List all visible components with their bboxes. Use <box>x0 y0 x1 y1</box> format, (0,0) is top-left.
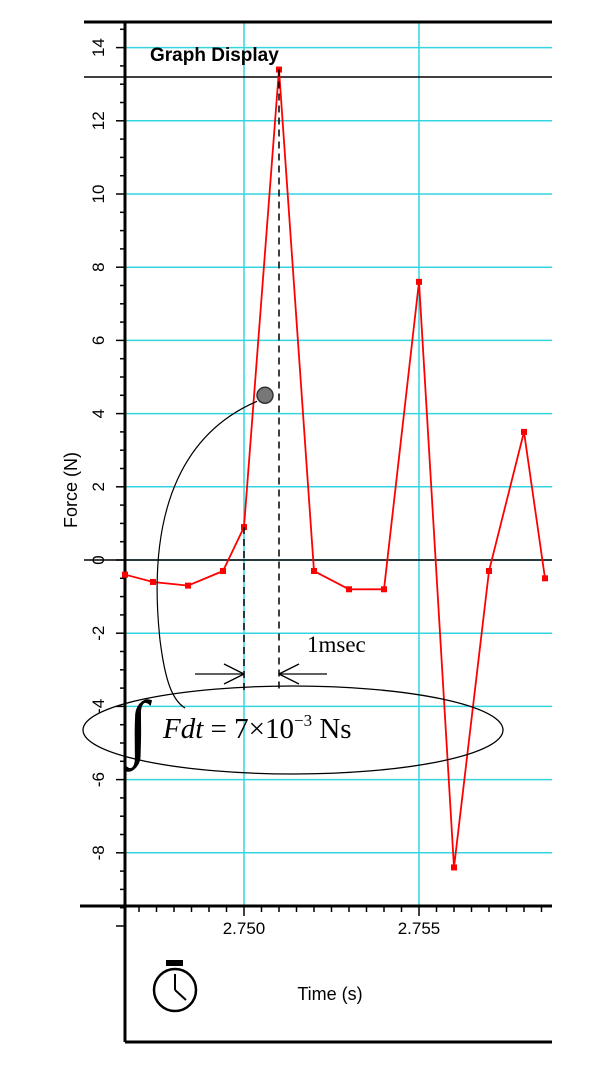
axes: 14 12 10 8 6 4 2 0 -2 -4 -6 -8 2.750 2.755 <box>89 29 542 938</box>
data-point <box>220 568 226 574</box>
equation-text: Fdt = 7×10−3 Ns <box>162 711 352 745</box>
y-tick-label: -6 <box>89 772 108 787</box>
data-point <box>521 429 527 435</box>
data-point <box>381 586 387 592</box>
data-series <box>122 67 548 871</box>
y-tick-label: 6 <box>89 336 108 345</box>
y-tick-label: 12 <box>89 111 108 130</box>
y-axis-title: Force (N) <box>61 452 81 528</box>
y-tick-label: 14 <box>89 38 108 57</box>
integral-sign: ∫ <box>124 687 153 772</box>
data-point <box>150 579 156 585</box>
impulse-equation: ∫ Fdt = 7×10−3 Ns 1msec <box>83 632 503 774</box>
data-point <box>122 572 128 578</box>
y-tick-label: -2 <box>89 626 108 641</box>
x-tick-label: 2.750 <box>223 919 266 938</box>
leader-curve <box>157 401 257 708</box>
y-tick-label: 10 <box>89 185 108 204</box>
data-point <box>451 864 457 870</box>
x-tick-label: 2.755 <box>398 919 441 938</box>
x-axis-title: Time (s) <box>297 984 362 1004</box>
chart-frame <box>80 22 552 1042</box>
y-tick-label: 0 <box>89 555 108 564</box>
y-tick-label: 2 <box>89 482 108 491</box>
stopwatch-icon <box>154 960 196 1011</box>
y-tick-label: -4 <box>89 699 108 714</box>
series-line <box>125 70 545 868</box>
data-point <box>542 575 548 581</box>
data-point <box>416 279 422 285</box>
y-tick-label: 4 <box>89 409 108 418</box>
data-point <box>486 568 492 574</box>
y-tick-label: -8 <box>89 845 108 860</box>
data-point <box>185 583 191 589</box>
y-tick-label: 8 <box>89 262 108 271</box>
data-point <box>346 586 352 592</box>
data-point <box>311 568 317 574</box>
marker-dot <box>257 387 273 403</box>
panel-title: Graph Display <box>150 45 279 66</box>
interval-label: 1msec <box>307 632 366 657</box>
